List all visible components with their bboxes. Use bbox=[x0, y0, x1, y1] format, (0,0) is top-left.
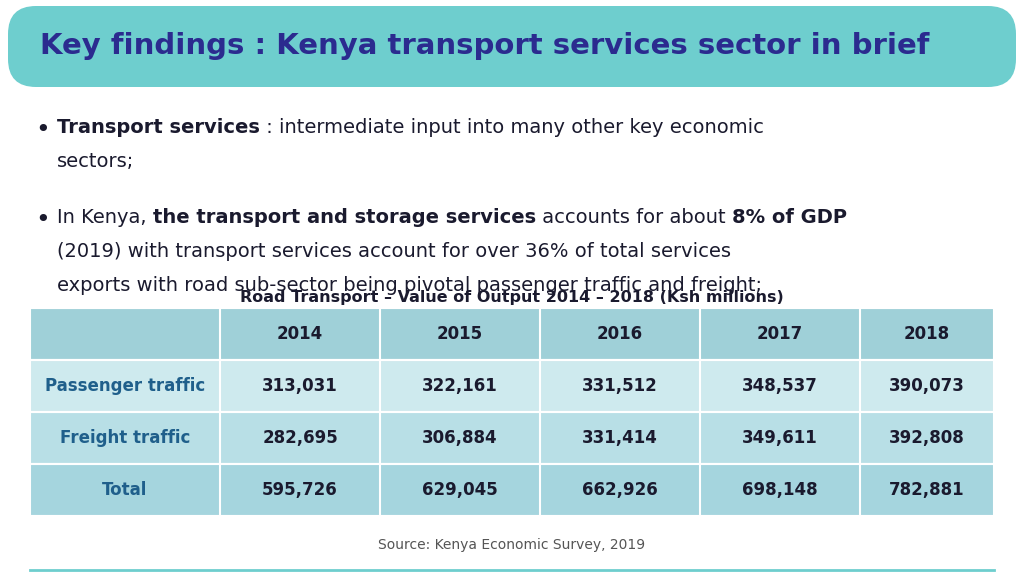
Text: 782,881: 782,881 bbox=[889, 481, 965, 499]
Text: 313,031: 313,031 bbox=[262, 377, 338, 395]
Text: 2016: 2016 bbox=[597, 325, 643, 343]
Text: Total: Total bbox=[102, 481, 147, 499]
Bar bbox=[30, 308, 994, 360]
Bar bbox=[30, 412, 994, 464]
Text: 629,045: 629,045 bbox=[422, 481, 498, 499]
Text: 306,884: 306,884 bbox=[422, 429, 498, 447]
Text: •: • bbox=[35, 208, 50, 232]
Text: 662,926: 662,926 bbox=[582, 481, 657, 499]
Text: 348,537: 348,537 bbox=[742, 377, 818, 395]
Text: 2017: 2017 bbox=[757, 325, 803, 343]
Text: 8% of GDP: 8% of GDP bbox=[732, 208, 847, 227]
Text: sectors;: sectors; bbox=[57, 152, 134, 171]
Text: 331,512: 331,512 bbox=[582, 377, 657, 395]
Text: 392,808: 392,808 bbox=[889, 429, 965, 447]
Text: Source: Kenya Economic Survey, 2019: Source: Kenya Economic Survey, 2019 bbox=[379, 538, 645, 552]
Text: 595,726: 595,726 bbox=[262, 481, 338, 499]
Text: : intermediate input into many other key economic: : intermediate input into many other key… bbox=[260, 118, 764, 137]
Text: accounts for about: accounts for about bbox=[536, 208, 732, 227]
Text: Passenger traffic: Passenger traffic bbox=[45, 377, 205, 395]
FancyBboxPatch shape bbox=[8, 6, 1016, 87]
Bar bbox=[30, 360, 994, 412]
Text: 2018: 2018 bbox=[904, 325, 950, 343]
Text: the transport and storage services: the transport and storage services bbox=[153, 208, 536, 227]
Text: Freight traffic: Freight traffic bbox=[59, 429, 190, 447]
Text: •: • bbox=[35, 118, 50, 142]
Text: Road Transport – Value of Output 2014 – 2018 (Ksh millions): Road Transport – Value of Output 2014 – … bbox=[240, 290, 784, 305]
Text: 282,695: 282,695 bbox=[262, 429, 338, 447]
Text: Transport services: Transport services bbox=[57, 118, 260, 137]
Text: Key findings : Kenya transport services sector in brief: Key findings : Kenya transport services … bbox=[40, 32, 930, 60]
Text: 390,073: 390,073 bbox=[889, 377, 965, 395]
Text: 331,414: 331,414 bbox=[582, 429, 658, 447]
Text: 698,148: 698,148 bbox=[742, 481, 818, 499]
Text: 349,611: 349,611 bbox=[742, 429, 818, 447]
Text: exports with road sub-sector being pivotal passenger traffic and freight;: exports with road sub-sector being pivot… bbox=[57, 276, 762, 295]
Text: 322,161: 322,161 bbox=[422, 377, 498, 395]
Text: 2015: 2015 bbox=[437, 325, 483, 343]
Text: 2014: 2014 bbox=[276, 325, 324, 343]
Text: (2019) with transport services account for over 36% of total services: (2019) with transport services account f… bbox=[57, 242, 731, 261]
Bar bbox=[30, 464, 994, 516]
Text: In Kenya,: In Kenya, bbox=[57, 208, 153, 227]
